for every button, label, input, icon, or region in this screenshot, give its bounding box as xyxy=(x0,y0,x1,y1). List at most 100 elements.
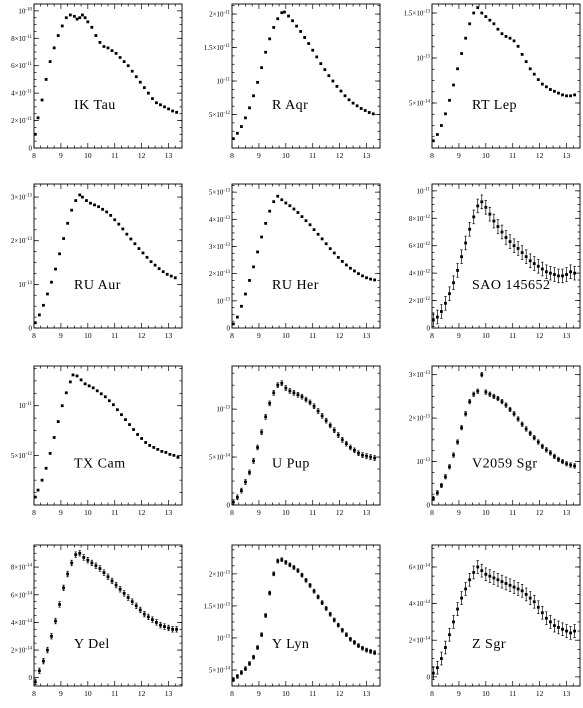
data-point xyxy=(272,391,276,395)
data-point xyxy=(528,431,532,435)
data-point xyxy=(488,18,492,22)
data-point xyxy=(488,574,492,578)
star-name-label: RT Lep xyxy=(472,98,517,113)
star-name-label: Z Sgr xyxy=(472,637,506,652)
data-point xyxy=(365,276,368,280)
data-point xyxy=(304,398,308,401)
data-point xyxy=(124,418,127,422)
panel-ik-tau: 8 9 10 11 12 13 0 2×10-11 4×10-11 6×10-11 8×10-11 1… xyxy=(11,3,183,160)
data-point xyxy=(312,228,316,232)
data-point xyxy=(492,576,496,580)
data-point xyxy=(151,97,154,101)
data-point xyxy=(287,14,290,18)
data-point xyxy=(70,208,74,212)
x-tick-label: 11 xyxy=(111,689,118,698)
panel-frame xyxy=(33,3,183,149)
panel-frame xyxy=(33,365,183,506)
data-point xyxy=(153,263,157,267)
data-point xyxy=(95,389,99,393)
data-point xyxy=(347,98,351,102)
data-point xyxy=(349,446,352,449)
data-point xyxy=(492,219,496,223)
x-tick-label: 8 xyxy=(430,689,434,698)
data-point xyxy=(353,448,356,452)
data-point xyxy=(460,255,463,259)
data-point xyxy=(90,25,94,29)
data-point xyxy=(553,454,556,458)
x-tick-label: 8 xyxy=(230,508,234,517)
data-point xyxy=(256,250,259,254)
y-tick-label: 2×10-13 xyxy=(409,415,431,423)
data-point xyxy=(137,247,141,250)
data-point xyxy=(78,16,82,20)
data-point xyxy=(288,204,292,208)
data-point xyxy=(557,626,560,629)
data-point xyxy=(524,255,528,259)
x-tick-label: 10 xyxy=(84,151,92,160)
data-point xyxy=(46,648,49,652)
x-tick-label: 9 xyxy=(59,508,63,517)
data-point xyxy=(97,205,100,209)
y-tick-label: 4×10-14 xyxy=(409,600,431,608)
data-point xyxy=(528,67,532,71)
data-point xyxy=(284,560,288,564)
data-point xyxy=(508,36,512,40)
data-point xyxy=(361,274,364,278)
star-name-label: TX Cam xyxy=(74,456,126,471)
x-tick-label: 9 xyxy=(257,508,261,517)
panel-frame xyxy=(33,183,183,329)
data-point xyxy=(240,489,243,493)
y-tick-label: 5×10-14 xyxy=(209,454,231,462)
data-point xyxy=(435,666,439,670)
data-point xyxy=(340,628,344,632)
data-point xyxy=(532,436,536,440)
data-point xyxy=(476,565,480,569)
x-tick-label: 8 xyxy=(430,151,434,160)
data-point xyxy=(544,616,548,620)
data-point xyxy=(248,279,251,282)
data-point xyxy=(256,646,259,649)
data-point xyxy=(357,272,360,276)
data-point xyxy=(484,572,488,576)
panel-ru-her: 8 9 10 11 12 13 0 10-13 2×10-13 3×10-13 4×10-13 5×1… xyxy=(209,183,381,340)
data-point xyxy=(553,624,556,627)
data-point xyxy=(528,259,532,263)
data-point xyxy=(60,404,64,408)
data-point xyxy=(171,109,174,113)
data-point xyxy=(114,583,118,587)
data-point xyxy=(268,37,272,41)
x-tick-label: 10 xyxy=(282,151,290,160)
data-point xyxy=(231,678,235,681)
data-point xyxy=(561,460,564,463)
x-tick-label: 13 xyxy=(363,508,371,517)
data-point xyxy=(332,618,336,622)
data-point xyxy=(252,655,255,659)
star-name-label: U Pup xyxy=(272,456,310,471)
data-point xyxy=(353,269,356,273)
star-name-label: IK Tau xyxy=(74,98,116,113)
y-tick-label: 2×10-13 xyxy=(11,237,33,245)
data-point xyxy=(569,631,572,635)
data-point xyxy=(117,222,121,226)
data-point xyxy=(524,60,528,63)
x-tick-label: 9 xyxy=(59,331,63,340)
data-point xyxy=(129,237,133,241)
data-point xyxy=(308,583,312,587)
y-tick-label: 6×10-11 xyxy=(11,62,32,70)
data-point xyxy=(500,400,504,404)
data-point xyxy=(244,116,247,120)
data-point xyxy=(86,558,90,562)
data-point xyxy=(66,221,70,225)
data-point xyxy=(464,412,468,416)
data-point xyxy=(272,200,276,204)
x-tick-label: 11 xyxy=(509,331,516,340)
data-point xyxy=(48,60,52,63)
data-point xyxy=(336,433,340,437)
data-point xyxy=(496,225,500,228)
data-point xyxy=(496,578,500,582)
data-point xyxy=(66,572,70,576)
panel-frame xyxy=(231,3,381,149)
x-tick-label: 13 xyxy=(563,331,571,340)
data-point xyxy=(464,36,468,40)
y-tick-label: 1.5×10-13 xyxy=(404,10,431,18)
